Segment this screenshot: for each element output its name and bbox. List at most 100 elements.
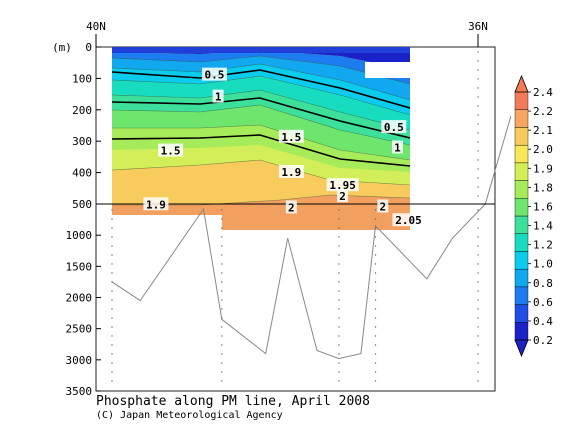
contour-label-bg	[143, 197, 169, 211]
station-dot	[477, 362, 479, 364]
station-dot	[111, 299, 113, 301]
colorbar-label: 1.9	[533, 162, 553, 175]
station-dot	[477, 335, 479, 337]
station-dot	[338, 281, 340, 283]
station-dot	[221, 245, 223, 247]
colorbar-bottom-arrow	[514, 339, 529, 358]
colorbar-label: 1.6	[533, 200, 553, 213]
station-dot	[374, 290, 377, 292]
station-dot	[374, 344, 377, 346]
station-dot	[477, 132, 479, 134]
band-1-6	[112, 125, 410, 172]
chart-title: Phosphate along PM line, April 2008	[96, 394, 370, 409]
station-dot	[374, 281, 377, 283]
station-dot	[221, 218, 223, 220]
station-dot	[477, 177, 479, 179]
contour-label-bg	[278, 129, 304, 143]
station-dot	[221, 236, 223, 238]
y-tick-label: 1500	[66, 260, 93, 273]
contour-label: 1.9	[281, 166, 301, 179]
contour-label-bg	[158, 143, 184, 157]
colorbar-cell	[514, 144, 529, 164]
band-0-4	[112, 50, 410, 84]
station-dot	[338, 344, 340, 346]
station-dot	[477, 96, 479, 98]
colorbar-cell	[514, 91, 529, 110]
colorbar-label: 1.8	[533, 181, 553, 194]
station-dot	[477, 371, 479, 373]
contour-1-0	[112, 97, 410, 139]
station-dot	[374, 326, 377, 328]
x-tick-label: 36N	[468, 20, 488, 33]
station-dot	[221, 281, 223, 283]
station-dot	[338, 299, 340, 301]
station-dot	[221, 371, 223, 373]
station-dot	[477, 209, 479, 211]
station-dot	[477, 254, 479, 256]
station-dot	[221, 290, 223, 292]
y-tick-label: 2000	[66, 292, 93, 305]
colorbar-label: 1.2	[533, 239, 553, 252]
station-dot	[374, 299, 377, 301]
colorbar-cell	[514, 233, 529, 252]
colorbar-label: 2.2	[533, 105, 553, 118]
contour-label: 1.5	[281, 131, 301, 144]
station-dot	[477, 159, 479, 161]
colorbar-cell	[514, 322, 529, 341]
station-dot	[221, 344, 223, 346]
colorbar-cell	[514, 268, 529, 288]
station-dot	[221, 209, 223, 211]
contour-0-5	[112, 69, 410, 109]
station-dot	[477, 263, 479, 265]
contour-label-bg	[337, 189, 349, 203]
station-dot	[374, 218, 377, 220]
contour-label-bg	[285, 200, 297, 214]
colorbar-label: 2.1	[533, 124, 553, 137]
station-dot	[477, 299, 479, 301]
colorbar-label: 1.0	[533, 258, 553, 271]
station-dot	[374, 245, 377, 247]
y-tick-label: 3000	[66, 354, 93, 367]
contour-label: 2.05	[395, 214, 422, 227]
y-tick-label: 400	[72, 167, 92, 180]
station-dot	[221, 227, 223, 229]
station-dot	[374, 353, 377, 355]
y-tick-label: 0	[85, 41, 92, 54]
station-dot	[111, 254, 113, 256]
colorbar: 0.2 0.4 0.6 0.8 1.0 1.2 1.4 1.6 1.8 1.9 2.0 2.1 2.2 2…	[514, 74, 553, 358]
station-dot	[477, 186, 479, 188]
colorbar-label: 0.2	[533, 334, 553, 347]
station-dot	[111, 335, 113, 337]
contour-label: 2	[339, 190, 346, 203]
station-dot	[338, 353, 340, 355]
colorbar-cell	[514, 251, 529, 270]
station-dot	[477, 141, 479, 143]
station-dot	[477, 69, 479, 71]
station-dot	[221, 317, 223, 319]
band-1-9	[112, 160, 410, 205]
contour-1-5	[112, 134, 410, 167]
station-dot	[338, 227, 340, 229]
colorbar-label: 0.4	[533, 315, 553, 328]
x-axis: 40N 36N	[86, 20, 488, 47]
station-dot	[477, 317, 479, 319]
station-dot	[477, 290, 479, 292]
station-dot	[374, 236, 377, 238]
station-dot	[111, 344, 113, 346]
contour-label: 1	[394, 141, 401, 154]
station-dot	[477, 308, 479, 310]
station-dot	[477, 245, 479, 247]
station-dot	[111, 380, 113, 382]
station-dot	[111, 317, 113, 319]
station-dot	[111, 218, 113, 220]
station-dot	[477, 87, 479, 89]
station-dot	[338, 272, 340, 274]
station-dot	[374, 362, 377, 364]
station-dot	[111, 245, 113, 247]
station-dot	[221, 263, 223, 265]
seafloor-profile	[111, 115, 512, 360]
contour-label-bg	[212, 89, 224, 103]
station-dot	[338, 380, 340, 382]
station-dot	[477, 227, 479, 229]
